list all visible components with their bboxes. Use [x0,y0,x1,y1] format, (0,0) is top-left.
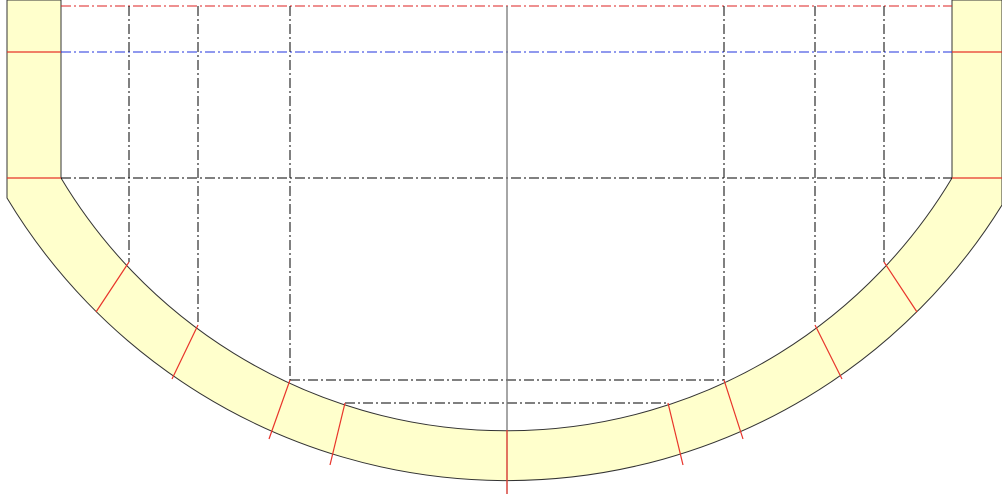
vessel-wall [6,0,1002,482]
divider [268,379,291,440]
vertical-guides [128,6,885,404]
divider [883,261,918,313]
divider [723,379,744,440]
divider [171,324,199,380]
divider [95,261,130,313]
divider [667,402,684,466]
divider [329,402,346,466]
segment-dividers [7,51,1002,494]
divider [814,324,843,380]
